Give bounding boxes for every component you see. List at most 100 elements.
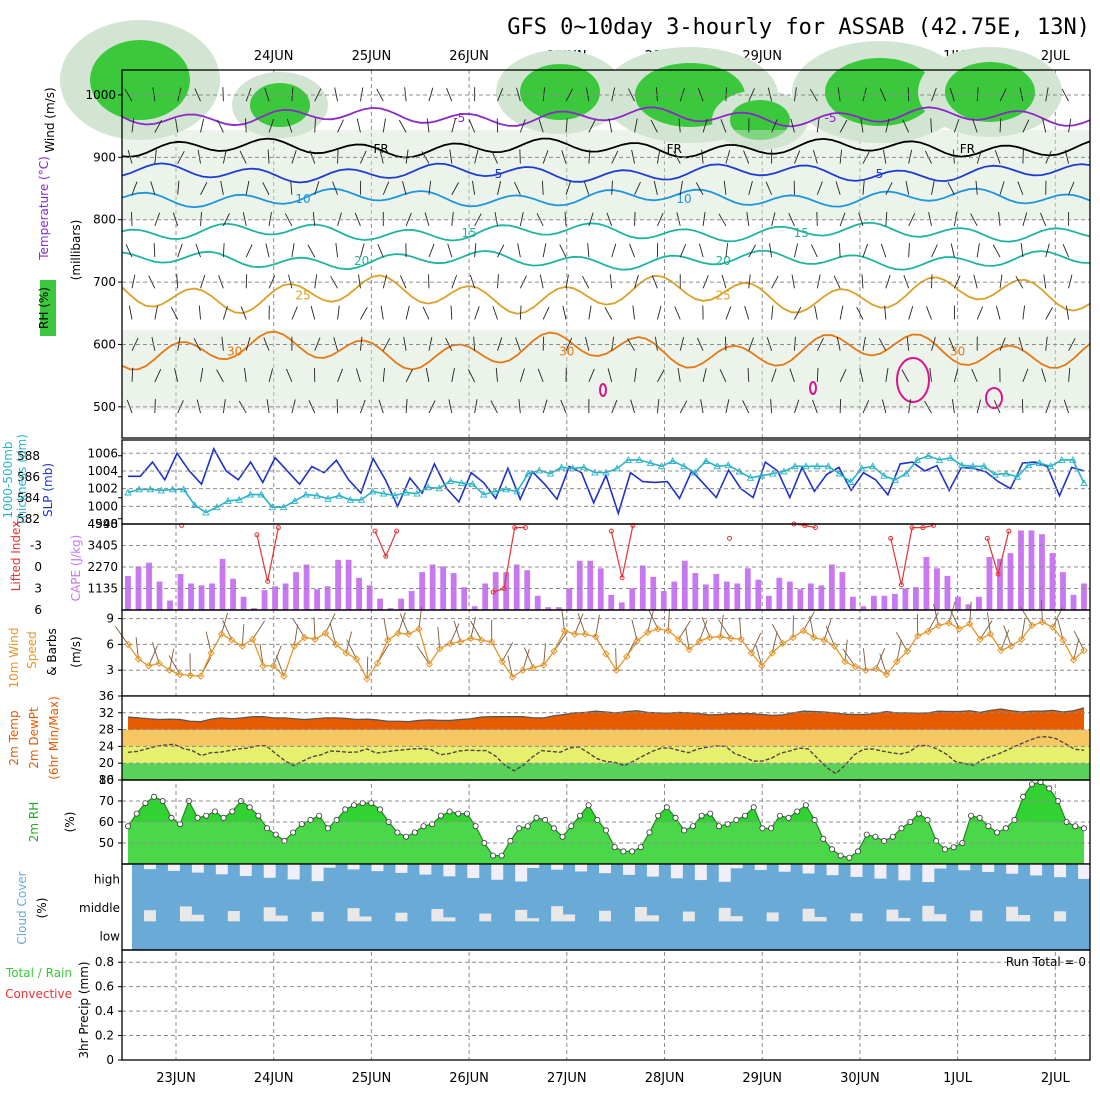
thickness-point — [557, 463, 566, 471]
cape-bar — [881, 595, 888, 610]
rh2m-point — [516, 825, 523, 832]
thickness-point — [846, 478, 855, 485]
wind-barb — [901, 369, 910, 383]
cape-bar — [723, 581, 730, 610]
wind-speed-point — [508, 673, 517, 681]
rh2m-point — [272, 831, 279, 838]
cape-bar — [934, 568, 940, 610]
wind-barb — [679, 180, 683, 195]
rh2m-unit-label: (%) — [63, 812, 77, 833]
wind-barb — [474, 243, 477, 258]
temp-band — [122, 729, 1090, 747]
cape-bar — [597, 568, 604, 610]
wind-speed-point — [321, 629, 330, 637]
cape-li-panel — [122, 521, 1090, 610]
top-date-label: 25JUN — [352, 49, 392, 64]
thickness-line — [127, 454, 1085, 514]
cape-bar — [513, 564, 520, 610]
cloud-gap-high — [1030, 864, 1043, 876]
thickness-point — [935, 456, 944, 463]
slp-ytick: 1004 — [87, 464, 118, 478]
li-line — [890, 524, 934, 586]
wind-barb — [653, 181, 658, 195]
cape-bar — [209, 583, 215, 610]
isotherm-line — [121, 137, 1091, 159]
wind-speed-point — [591, 632, 600, 641]
thickness-point — [1035, 459, 1044, 467]
rh2m-point — [985, 823, 992, 830]
wind-speed-point — [716, 632, 725, 641]
wind-speed-point — [1059, 636, 1067, 644]
wind-barb — [154, 305, 158, 320]
wind-speed-point — [519, 666, 527, 674]
wind-barb — [268, 212, 272, 227]
isotherm-label: -5 — [825, 111, 837, 125]
wind-barb — [522, 649, 530, 671]
wind-barb — [564, 211, 567, 226]
wind-barb — [194, 88, 201, 102]
wind-barb — [1068, 338, 1076, 351]
cape-bar — [828, 564, 835, 610]
rh2m-point — [377, 806, 384, 813]
wind-speed-point — [903, 647, 912, 655]
thickness-point — [157, 486, 166, 494]
wind-barb — [999, 118, 1002, 133]
wind-barb — [562, 305, 567, 320]
cloud-gap-middle — [431, 909, 444, 922]
li-line — [256, 527, 279, 582]
cloud-gap-middle — [766, 912, 779, 922]
wind-speed-point — [436, 644, 444, 653]
wind-barb — [588, 119, 596, 133]
wind-barb — [908, 213, 916, 227]
wind-barb — [585, 336, 590, 351]
cloud-gap-high — [670, 864, 683, 879]
rh2m-point — [794, 808, 801, 815]
wind-barb — [862, 87, 867, 102]
rh2m-point — [941, 846, 948, 853]
thickness-point — [580, 463, 588, 471]
wind-speed-point — [893, 657, 901, 666]
cape-bar — [555, 607, 562, 610]
wind-barb — [951, 399, 955, 414]
rh2m-point — [837, 852, 844, 859]
wind-barb — [1019, 87, 1024, 102]
rh2m-point — [290, 829, 297, 836]
thickness-point — [290, 496, 299, 504]
cloud-gap-high — [922, 864, 935, 883]
rh2m-point — [403, 833, 410, 840]
wind-barb — [770, 399, 773, 414]
wind-barb — [497, 337, 503, 351]
bottom-date-label: 28JUN — [645, 1071, 685, 1086]
wind-barb — [1062, 244, 1069, 258]
cape-bar — [986, 556, 993, 610]
wind-barb — [930, 118, 932, 133]
cape-bar — [923, 556, 930, 610]
wind-barb — [449, 623, 460, 644]
isotherm-label: 25 — [295, 289, 310, 303]
wind-barb — [329, 623, 337, 645]
wind-barb — [1022, 212, 1028, 227]
rh2m-point — [229, 808, 236, 815]
top-date-label: 26JUN — [449, 49, 489, 64]
wind-speed-point — [145, 662, 153, 670]
rh2m-point — [533, 814, 540, 821]
wind-speed-point — [914, 632, 922, 640]
wind-barb — [405, 212, 412, 227]
rh2m-point — [324, 825, 331, 832]
wind-barb — [862, 180, 865, 195]
wind-barb — [198, 305, 201, 320]
thickness-point — [869, 462, 877, 470]
cloud-level-label: middle — [79, 901, 120, 915]
wind-barb — [839, 149, 843, 164]
wind-barb — [678, 620, 691, 640]
wind-barb — [382, 338, 391, 351]
thickness-point — [246, 490, 255, 498]
wind-barb — [882, 399, 887, 414]
cloud-gap-middle — [1006, 906, 1019, 922]
wind-barb — [405, 305, 410, 320]
wind-barb — [470, 616, 476, 639]
wind-barb — [908, 305, 914, 320]
wind-barb — [725, 306, 732, 320]
wind-barb — [451, 368, 455, 382]
wind-barb — [286, 368, 293, 383]
